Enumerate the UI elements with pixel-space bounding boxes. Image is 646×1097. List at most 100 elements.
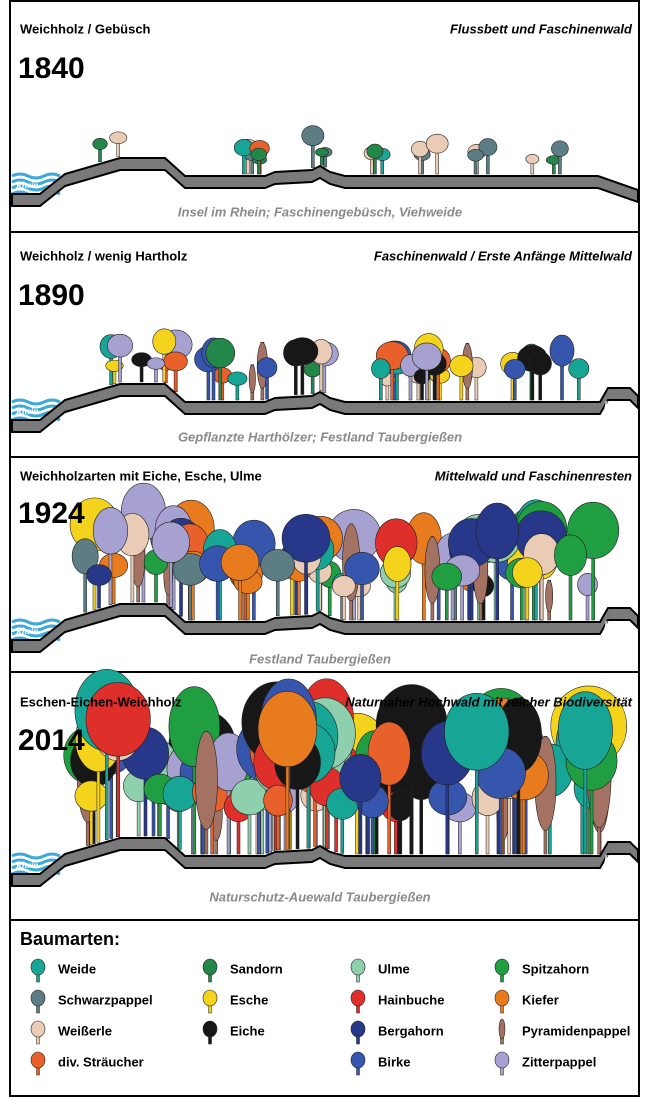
legend-crown [351, 1052, 365, 1068]
tree-crown [147, 358, 165, 370]
caption: Naturschutz-Auewald Taubergießen [209, 889, 430, 904]
legend-label: Weide [58, 961, 96, 976]
legend-title: Baumarten: [20, 929, 120, 949]
left-title: Weichholzarten mit Eiche, Esche, Ulme [20, 468, 262, 483]
tree-crown [315, 148, 328, 156]
tree-crown [476, 503, 519, 559]
tree-crown [512, 558, 542, 588]
river-label: Rhein [15, 860, 39, 870]
legend-crown [203, 959, 217, 975]
water-wave [12, 620, 60, 624]
water-wave [12, 400, 60, 404]
right-title: Faschinenwald / Erste Anfänge Mittelwald [374, 248, 633, 263]
tree-crown [468, 149, 484, 161]
right-title: Mittelwald und Faschinenresten [435, 468, 632, 483]
legend-label: Hainbuche [378, 992, 444, 1007]
legend-crown [495, 959, 509, 975]
tree-crown [195, 731, 217, 829]
tree-crown [87, 565, 112, 586]
legend-label: Pyramidenpappel [522, 1023, 630, 1038]
right-title: Naturnaher Hochwald mit reicher Biodiver… [345, 694, 632, 709]
tree-crown [340, 754, 381, 802]
tree-crown [384, 546, 412, 581]
legend-crown [31, 959, 45, 975]
tree-crown [551, 141, 568, 157]
tree-crown [526, 154, 539, 163]
ground [12, 604, 638, 652]
dam-label: Damm [603, 854, 629, 864]
legend-crown [351, 959, 365, 975]
tree-crown [110, 132, 127, 144]
tree-crown [93, 138, 108, 149]
tree-crown [251, 148, 267, 160]
illustration: RheinWeichholz / GebüschFlussbett und Fa… [0, 0, 646, 1097]
left-title: Weichholz / wenig Hartholz [20, 248, 188, 263]
legend-label: Spitzahorn [522, 961, 589, 976]
tree-crown [332, 576, 355, 597]
tree-crown [152, 522, 189, 563]
tree-crown [261, 549, 295, 581]
tree-crown [153, 329, 176, 354]
legend-label: Zitterpappel [522, 1054, 596, 1069]
tree-crown [546, 580, 553, 612]
tree-crown [206, 338, 235, 368]
water-wave [12, 174, 60, 178]
river-label: Rhein [15, 406, 39, 416]
legend-label: Esche [230, 992, 268, 1007]
tree-crown [249, 365, 255, 393]
legend-label: Schwarzpappel [58, 992, 153, 1007]
tree-crown [550, 335, 574, 366]
tree-crown [388, 790, 412, 820]
legend-crown [495, 1052, 509, 1068]
dam-label: Damm [603, 620, 629, 630]
legend-crown [203, 990, 217, 1006]
water-wave [12, 854, 60, 858]
tree-crown [228, 372, 247, 385]
caption: Festland Taubergießen [249, 651, 391, 666]
tree-crown [107, 334, 132, 357]
tree-crown [257, 358, 277, 378]
legend-label: Weißerle [58, 1023, 112, 1038]
year: 2014 [18, 724, 85, 757]
legend-label: Bergahorn [378, 1023, 444, 1038]
tree-crown [371, 359, 390, 379]
legend-label: Birke [378, 1054, 411, 1069]
legend-crown [203, 1021, 217, 1037]
river-label: Rhein [15, 626, 39, 636]
left-title: Eschen-Eichen-Weichholz [20, 694, 182, 709]
legend-label: Eiche [230, 1023, 265, 1038]
legend-crown [31, 990, 45, 1006]
year: 1924 [18, 497, 85, 530]
tree-crown [450, 355, 473, 376]
tree-crown [287, 338, 318, 365]
right-title: Flussbett und Faschinenwald [450, 21, 633, 36]
tree-crown [75, 781, 108, 811]
year: 1840 [18, 52, 85, 85]
legend-label: Sandorn [230, 961, 283, 976]
tree-crown [302, 126, 324, 146]
tree-crown [164, 352, 188, 371]
legend-crown [495, 990, 509, 1006]
tree-crown [426, 134, 448, 153]
legend-label: Ulme [378, 961, 410, 976]
tree-crown [412, 343, 441, 370]
river-label: Rhein [15, 180, 39, 190]
tree-crown [221, 544, 259, 580]
tree-crown [163, 776, 197, 811]
tree-crown [432, 563, 462, 590]
legend-label: Kiefer [522, 992, 559, 1007]
tree-crown [569, 359, 589, 379]
tree-crown [529, 352, 552, 375]
legend-crown [351, 990, 365, 1006]
legend-crown [31, 1021, 45, 1037]
tree-crown [554, 535, 586, 576]
tree-crown [367, 144, 383, 158]
caption: Insel im Rhein; Faschinengebüsch, Viehwe… [178, 204, 462, 219]
legend-label: div. Sträucher [58, 1054, 144, 1069]
legend-crown [31, 1052, 45, 1068]
tree-crown [93, 508, 128, 554]
caption: Gepflanzte Harthölzer; Festland Taubergi… [178, 429, 462, 444]
year: 1890 [18, 279, 85, 312]
tree-crown [504, 359, 525, 378]
tree-crown [258, 691, 317, 767]
